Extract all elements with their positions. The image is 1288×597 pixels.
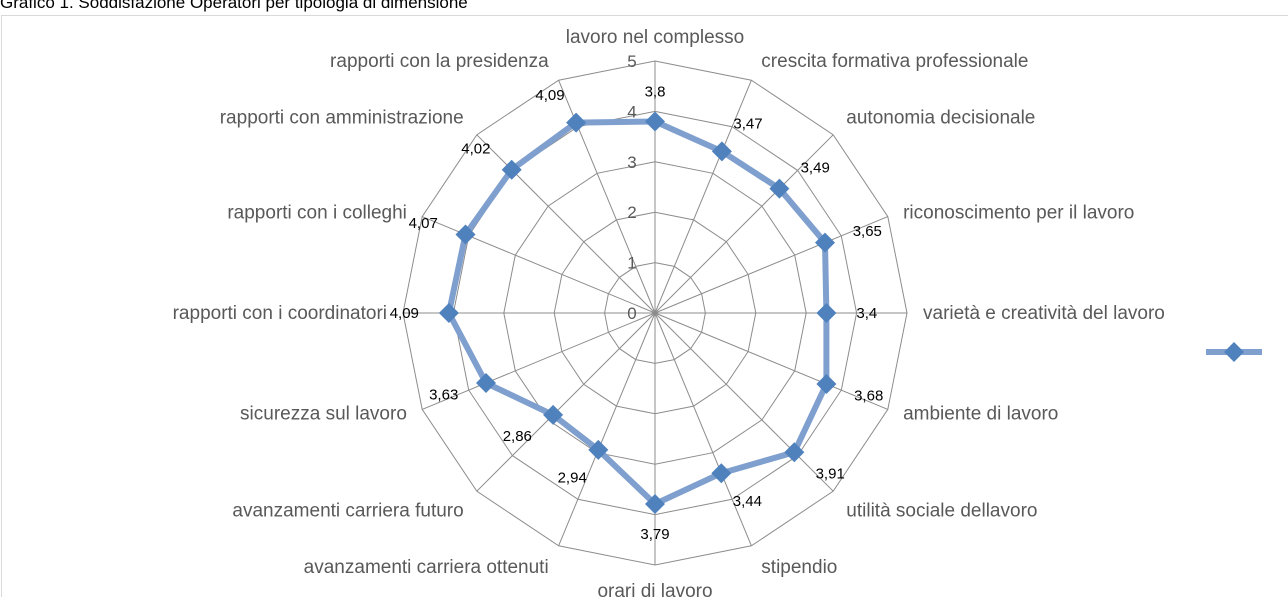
- category-label: avanzamenti carriera futuro: [232, 500, 463, 521]
- data-point: [501, 159, 522, 180]
- data-label: 3,44: [733, 493, 762, 510]
- category-label: rapporti con i coordinatori: [173, 303, 387, 324]
- ring-tick-label: 5: [627, 52, 636, 71]
- data-point: [566, 112, 587, 133]
- ring-tick-label: 0: [627, 304, 636, 323]
- spoke-5: [654, 312, 888, 410]
- data-point: [588, 439, 609, 460]
- chart-caption: Grafico 1. Soddisfazione Operatori per t…: [0, 0, 468, 12]
- spoke-7: [654, 312, 752, 546]
- category-label: lavoro nel complesso: [566, 27, 744, 48]
- spoke-3: [654, 216, 888, 314]
- category-label: avanzamenti carriera ottenuti: [304, 557, 549, 578]
- ring-tick-label: 2: [627, 203, 636, 222]
- data-label: 3,47: [733, 116, 762, 133]
- category-label: rapporti con i colleghi: [227, 203, 407, 224]
- data-label: 4,02: [461, 141, 490, 158]
- data-point: [815, 232, 835, 253]
- data-point: [784, 442, 805, 463]
- category-label: autonomia decisionale: [846, 108, 1035, 129]
- data-point: [816, 374, 837, 394]
- category-label: rapporti con amministrazione: [220, 108, 464, 129]
- ring-tick-label: 1: [627, 254, 636, 273]
- data-label: 3,68: [854, 388, 883, 405]
- spoke-2: [654, 134, 834, 314]
- data-label: 3,79: [640, 526, 669, 543]
- data-label: 4,07: [409, 215, 438, 232]
- data-label: 2,86: [503, 428, 532, 445]
- data-point: [769, 178, 790, 199]
- data-label: 3,65: [853, 223, 882, 240]
- data-label: 3,91: [816, 466, 845, 483]
- data-point: [645, 494, 665, 514]
- data-point: [543, 404, 564, 425]
- category-label: utilità sociale dellavoro: [846, 500, 1037, 521]
- category-label: ambiente di lavoro: [903, 403, 1058, 424]
- data-point: [711, 141, 732, 162]
- category-label: crescita formativa professionale: [761, 51, 1028, 72]
- data-point: [711, 463, 732, 484]
- data-point: [438, 303, 459, 323]
- spoke-1: [654, 80, 752, 314]
- spoke-10: [476, 312, 656, 492]
- spoke-9: [558, 312, 656, 546]
- category-label: varietà e creatività del lavoro: [923, 303, 1165, 324]
- data-label: 4,09: [535, 87, 564, 104]
- data-label: 3,8: [645, 84, 666, 101]
- category-label: riconoscimento per il lavoro: [903, 203, 1134, 224]
- data-point: [645, 111, 665, 132]
- spoke-15: [558, 80, 656, 314]
- data-point: [816, 303, 837, 323]
- data-point: [455, 224, 476, 245]
- spoke-14: [476, 134, 656, 314]
- category-label: orari di lavoro: [597, 581, 712, 597]
- spoke-11: [422, 312, 656, 410]
- data-point: [476, 373, 496, 393]
- ring-tick-label: 3: [627, 153, 636, 172]
- legend-marker: [1224, 342, 1244, 362]
- data-label: 3,4: [856, 305, 877, 322]
- data-label: 3,49: [801, 159, 830, 176]
- ring-tick-label: 4: [627, 102, 636, 121]
- data-label: 4,09: [390, 305, 419, 322]
- category-label: sicurezza sul lavoro: [240, 403, 407, 424]
- category-label: stipendio: [761, 557, 837, 578]
- category-label: rapporti con la presidenza: [330, 51, 549, 72]
- chart-area: [1, 15, 1288, 597]
- data-label: 3,63: [429, 387, 458, 404]
- spoke-6: [654, 312, 834, 492]
- data-label: 2,94: [558, 470, 587, 487]
